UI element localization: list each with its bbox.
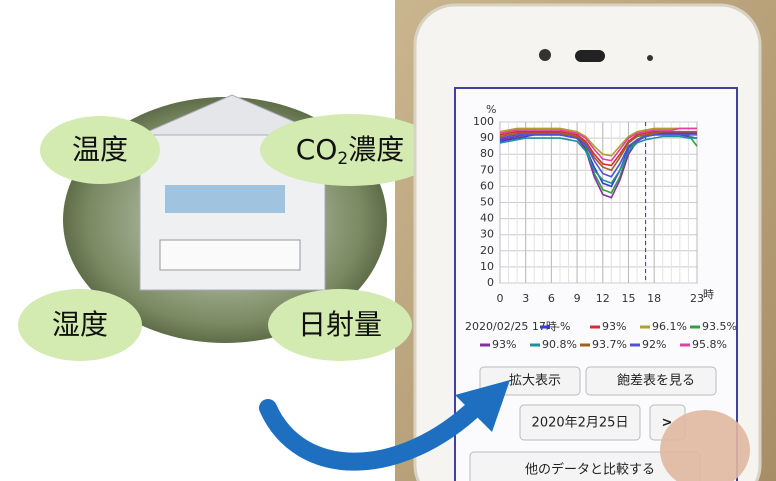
button-label: 拡大表示 [509, 374, 561, 389]
legend-label: 93% [602, 320, 626, 333]
series-line [499, 127, 697, 162]
legend-label: 92% [642, 338, 666, 351]
bubble-label: 日射量 [298, 308, 382, 341]
y-tick-label: 0 [487, 276, 494, 289]
bubble-label: CO2濃度 [296, 133, 404, 169]
x-tick-label: 18 [647, 292, 661, 305]
y-tick-label: 80 [480, 147, 494, 160]
y-tick-label: 30 [480, 228, 494, 241]
x-tick-label: 15 [621, 292, 635, 305]
table-button[interactable] [585, 366, 717, 396]
chart: 0 10 20 30 40 50 60 70 80 90 100 0 3 6 9 12 15 18 23% 時 2020… [465, 103, 737, 351]
text: 濃度 [348, 133, 404, 166]
legend-label: 95.8% [692, 338, 727, 351]
series-line [499, 134, 697, 178]
finger [660, 410, 750, 481]
y-tick-label: 60 [480, 179, 494, 192]
x-tick-label: 3 [522, 292, 529, 305]
y-tick-label: 20 [480, 244, 494, 257]
bubble [40, 116, 160, 184]
bubble [268, 289, 412, 361]
y-tick-label: 50 [480, 196, 494, 209]
bubble-label: 湿度 [52, 308, 108, 341]
button-label: 他のデータと比較する [525, 462, 655, 478]
sensor-roof [139, 94, 326, 136]
text: CO [296, 133, 338, 166]
sensor-logo [165, 185, 285, 213]
y-axis-label: % [486, 103, 496, 116]
date-label: 2020/02/25 17時 [465, 320, 557, 333]
date-button[interactable] [519, 404, 641, 441]
speaker [575, 50, 605, 62]
x-tick-label: 0 [497, 292, 504, 305]
text: 2 [337, 149, 348, 169]
legend-label: 93% [492, 338, 516, 351]
sensor-label [159, 239, 301, 271]
y-tick-label: 100 [473, 115, 494, 128]
legend-label: 90.8% [542, 338, 577, 351]
legend-label: 93.5% [702, 320, 737, 333]
x-tick-label: 9 [574, 292, 581, 305]
y-tick-label: 70 [480, 163, 494, 176]
arrow-head [455, 380, 510, 432]
button-label: 飽差表を見る [617, 374, 695, 389]
sensor-dot [647, 55, 653, 61]
series-line [499, 130, 697, 172]
arrow [259, 396, 487, 471]
series-line [499, 127, 697, 157]
y-tick-label: 90 [480, 131, 494, 144]
bubble-label: 温度 [72, 133, 128, 166]
button-label: 2020年2月25日 [532, 416, 629, 431]
x-tick-label: 12 [596, 292, 610, 305]
camera [539, 49, 551, 61]
legend-label: 93.7% [592, 338, 627, 351]
bubble [18, 289, 142, 361]
button-label: > [662, 416, 673, 431]
y-tick-label: 10 [480, 260, 494, 273]
y-tick-label: 40 [480, 212, 494, 225]
x-tick-label: 6 [548, 292, 555, 305]
x-axis-label: 時 [703, 288, 714, 301]
series-line [499, 135, 697, 185]
legend-label: --% [552, 320, 570, 333]
x-tick-label: 23 [690, 292, 704, 305]
legend-label: 96.1% [652, 320, 687, 333]
bubble [260, 114, 440, 186]
